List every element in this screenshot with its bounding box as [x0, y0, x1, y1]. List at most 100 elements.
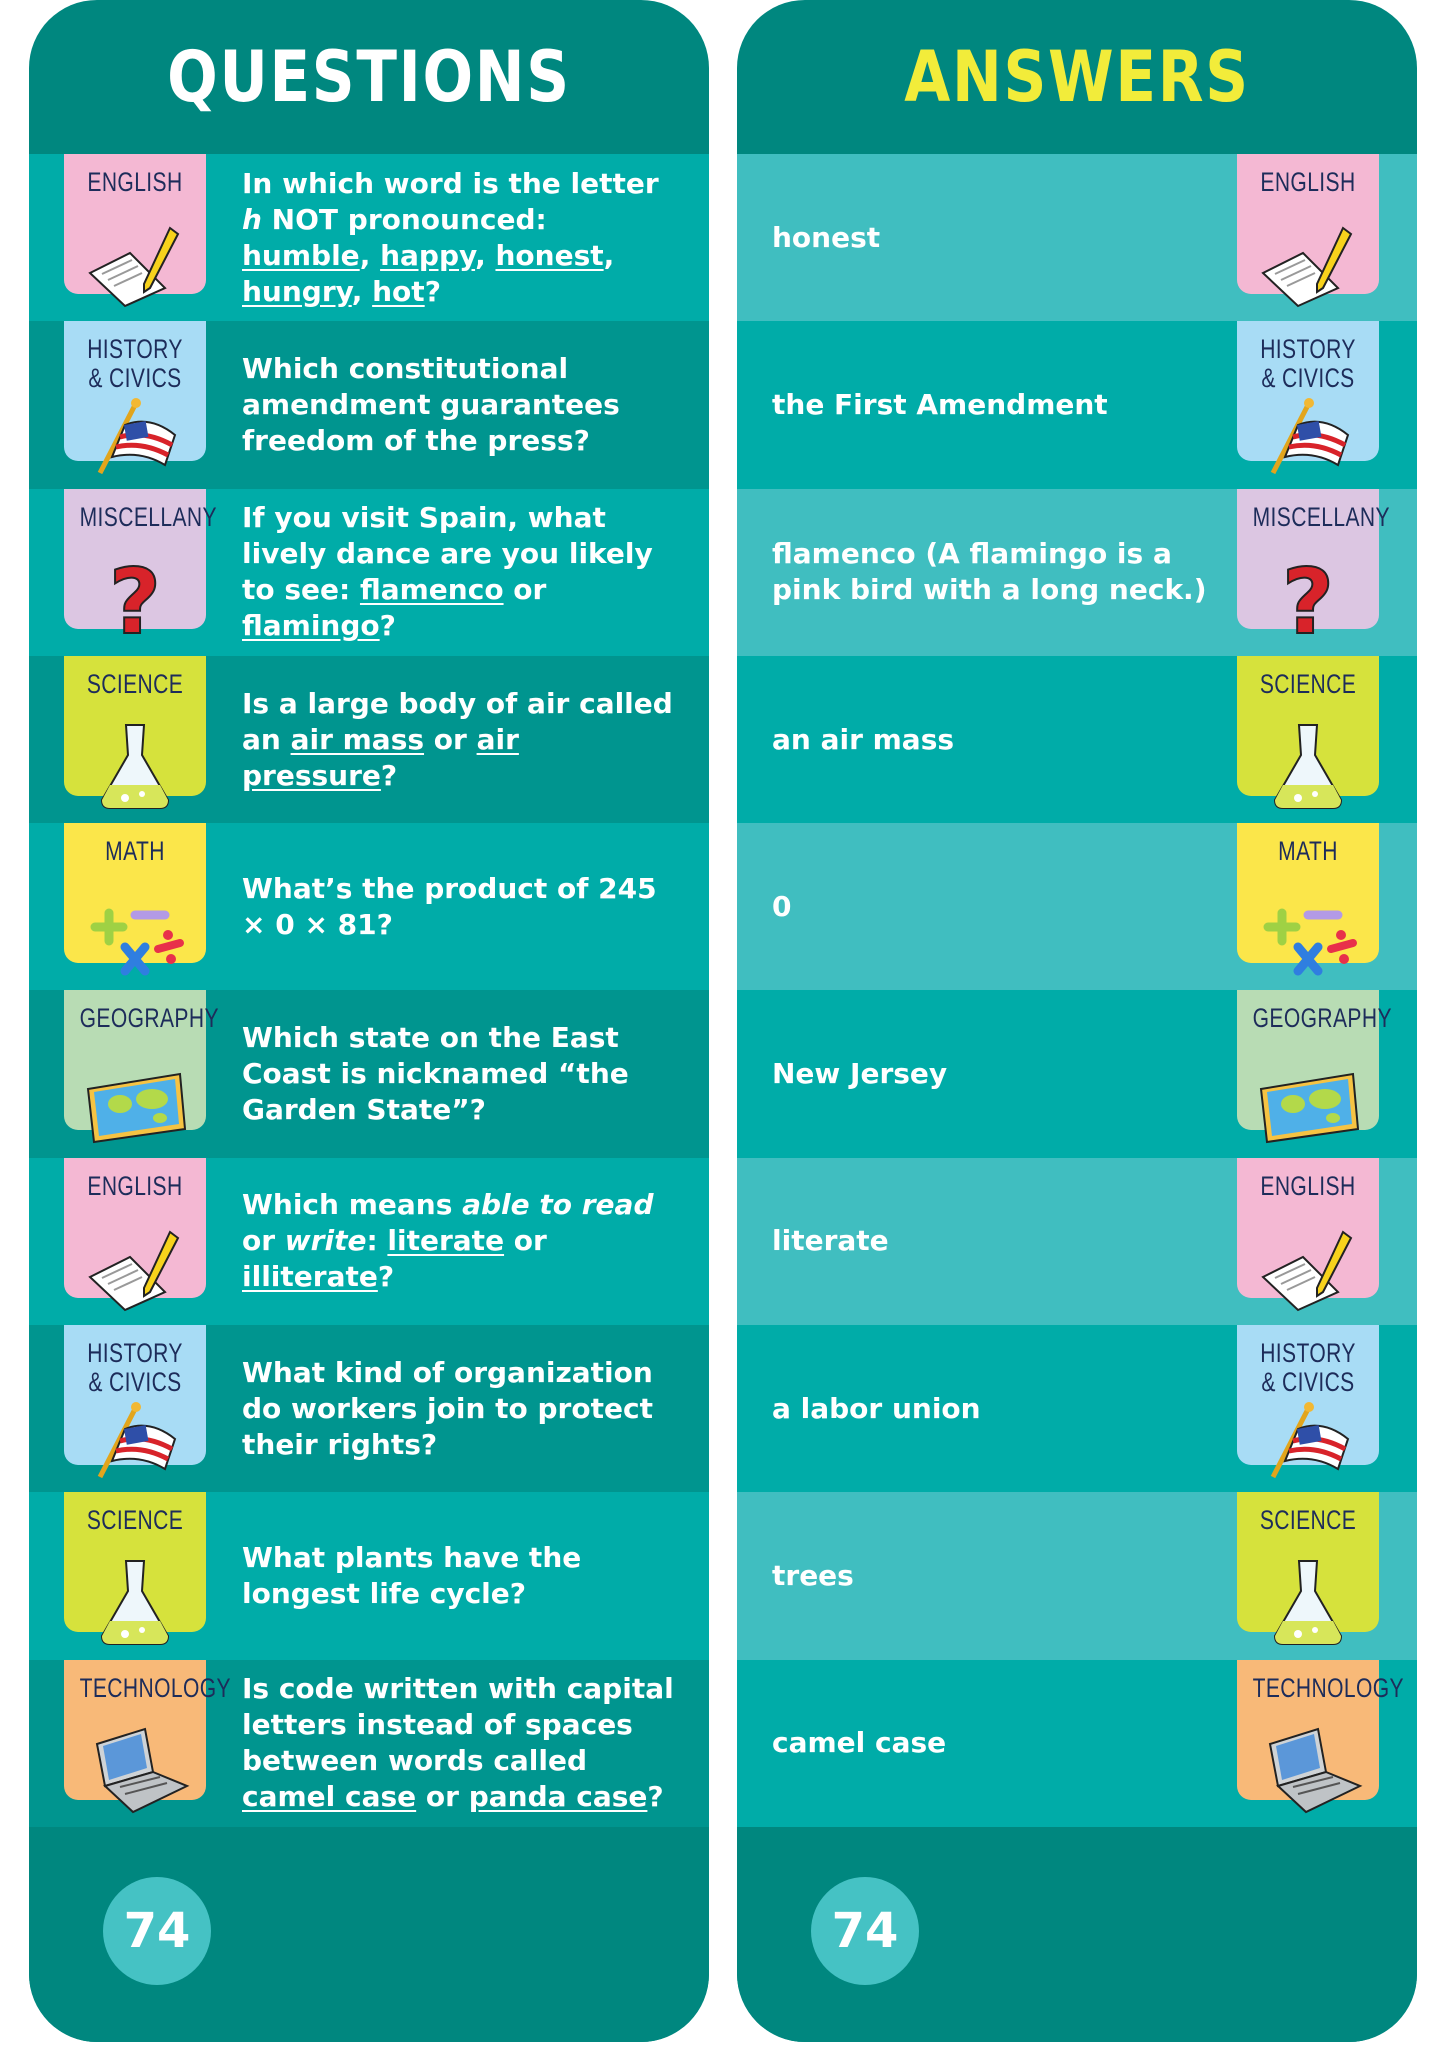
category-badge-history: HISTORY & CIVICS — [64, 1325, 206, 1479]
category-label: SCIENCE — [86, 668, 184, 699]
question-row: SCIENCE What plants have the longest life… — [29, 1492, 709, 1660]
flask-icon — [64, 720, 206, 810]
answers-list: honest ENGLISH the First Amendment HISTORY … — [737, 154, 1417, 1827]
answer-row: trees SCIENCE — [737, 1492, 1417, 1660]
american-flag-icon — [64, 385, 206, 475]
question-text-segment: h — [242, 202, 262, 236]
answers-footer: 74 — [737, 1827, 1417, 2042]
question-text: What plants have the longest life cycle? — [242, 1540, 679, 1612]
question-text-segment: or — [503, 573, 547, 607]
question-text-segment: camel case — [242, 1780, 417, 1814]
category-badge-science: SCIENCE — [1237, 1492, 1379, 1646]
question-text-segment: or — [424, 722, 477, 756]
pencil-paper-icon — [1237, 1222, 1379, 1312]
question-text-segment: Which state on the East Coast is nicknam… — [242, 1021, 629, 1127]
question-text-segment: ? — [380, 758, 398, 792]
question-text-segment: happy — [380, 238, 476, 272]
question-text-segment: ? — [379, 609, 396, 643]
world-map-icon — [1237, 1054, 1379, 1144]
question-text-segment: ? — [377, 1260, 395, 1294]
category-label: GEOGRAPHY — [1252, 1003, 1392, 1034]
category-label: SCIENCE — [1259, 668, 1357, 699]
category-badge-english: ENGLISH — [1237, 1157, 1379, 1311]
question-text-segment: Which constitutional amendment guarantee… — [242, 351, 620, 457]
page-number: 74 — [811, 1877, 919, 1985]
questions-card: QUESTIONS ENGLISH In which word is the le… — [29, 0, 709, 2042]
category-badge-history: HISTORY & CIVICS — [64, 321, 206, 475]
question-text-segment: , — [475, 238, 496, 272]
question-text-segment: able to read — [462, 1188, 654, 1222]
question-text-segment: or — [416, 1780, 469, 1814]
answer-text: flamenco (A flamingo is a pink bird with… — [772, 537, 1207, 607]
question-mark-icon: ? — [64, 553, 206, 643]
category-label: HISTORY & CIVICS — [1260, 334, 1356, 394]
category-badge-history: HISTORY & CIVICS — [1237, 1325, 1379, 1479]
category-label: SCIENCE — [86, 1505, 184, 1536]
answer-row: camel case TECHNOLOGY — [737, 1659, 1417, 1827]
question-text-segment: air mass — [290, 722, 425, 756]
svg-text:?: ? — [109, 553, 161, 643]
category-badge-misc: MISCELLANY? — [1237, 488, 1390, 643]
laptop-icon — [1237, 1724, 1379, 1814]
pencil-paper-icon — [64, 218, 206, 308]
question-text-segment: If you visit Spain, what lively dance ar… — [242, 501, 653, 607]
question-text-segment: honest — [495, 238, 604, 272]
question-row: ENGLISH In which word is the letter h NOT… — [29, 154, 709, 322]
answer-row: 0 MATH — [737, 823, 1417, 991]
category-badge-english: ENGLISH — [1237, 154, 1379, 308]
category-label: TECHNOLOGY — [79, 1672, 231, 1703]
answer-text: literate — [772, 1224, 889, 1258]
category-badge-technology: TECHNOLOGY — [64, 1659, 231, 1813]
category-badge-geography: GEOGRAPHY — [1237, 990, 1392, 1144]
answer-row: New Jersey GEOGRAPHY — [737, 990, 1417, 1158]
question-text-segment: ? — [424, 274, 441, 308]
laptop-icon — [64, 1724, 206, 1814]
category-badge-english: ENGLISH — [64, 1157, 206, 1311]
category-badge-misc: MISCELLANY? — [64, 488, 217, 643]
answer-row: flamenco (A flamingo is a pink bird with… — [737, 488, 1417, 656]
question-text-segment: NOT pronounced: — [261, 202, 547, 236]
answer-text: an air mass — [772, 722, 955, 756]
category-badge-history: HISTORY & CIVICS — [1237, 321, 1379, 475]
question-text-segment: , — [351, 274, 373, 308]
category-badge-science: SCIENCE — [64, 655, 206, 809]
question-text-segment: flamenco — [359, 573, 504, 607]
question-text-segment: : — [366, 1224, 388, 1258]
american-flag-icon — [64, 1389, 206, 1479]
question-text-segment: hot — [372, 274, 425, 308]
flask-icon — [1237, 720, 1379, 810]
category-label: ENGLISH — [87, 167, 183, 197]
answer-row: the First Amendment HISTORY & CIVICS — [737, 321, 1417, 489]
question-text-segment: In which word is the letter — [242, 166, 659, 200]
category-label: MATH — [105, 836, 165, 867]
category-label: SCIENCE — [1259, 1505, 1357, 1536]
question-mark-icon: ? — [1237, 553, 1379, 643]
flask-icon — [64, 1556, 206, 1646]
category-label: MISCELLANY — [1252, 501, 1390, 532]
question-row: HISTORY & CIVICS Which constitutional ame… — [29, 321, 709, 489]
question-row: MATH What’s the product of 245 × 0 × 81? — [29, 823, 709, 991]
category-badge-math: MATH — [1237, 823, 1379, 976]
category-label: GEOGRAPHY — [79, 1003, 219, 1034]
answer-text: camel case — [772, 1726, 947, 1760]
pencil-paper-icon — [1237, 218, 1379, 308]
answer-text: New Jersey — [772, 1057, 948, 1091]
question-text: What kind of organization do workers joi… — [242, 1355, 679, 1463]
question-text-segment: write — [284, 1224, 367, 1258]
world-map-icon — [64, 1054, 206, 1144]
category-label: HISTORY & CIVICS — [87, 334, 183, 394]
answer-text: trees — [772, 1559, 854, 1593]
category-badge-technology: TECHNOLOGY — [1237, 1659, 1404, 1813]
question-text-segment: ? — [647, 1780, 664, 1814]
question-text-segment: , — [359, 238, 381, 272]
questions-title: QUESTIONS — [167, 36, 571, 118]
question-row: SCIENCE Is a large body of air called an … — [29, 655, 709, 824]
question-text-segment: Which means — [242, 1188, 463, 1222]
question-text-segment: hungry — [242, 274, 352, 308]
question-row: ENGLISH Which means able to read or write… — [29, 1157, 709, 1326]
answer-text: honest — [772, 220, 881, 254]
questions-footer: 74 — [29, 1827, 709, 2042]
math-symbols-icon — [1237, 887, 1379, 977]
question-text-segment: flamingo — [242, 609, 380, 643]
question-text-segment: literate — [387, 1224, 505, 1258]
